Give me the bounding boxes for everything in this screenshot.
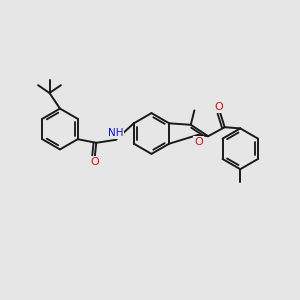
Text: O: O [194, 136, 203, 147]
Text: O: O [214, 102, 223, 112]
Text: O: O [90, 157, 99, 167]
Text: NH: NH [108, 128, 124, 138]
